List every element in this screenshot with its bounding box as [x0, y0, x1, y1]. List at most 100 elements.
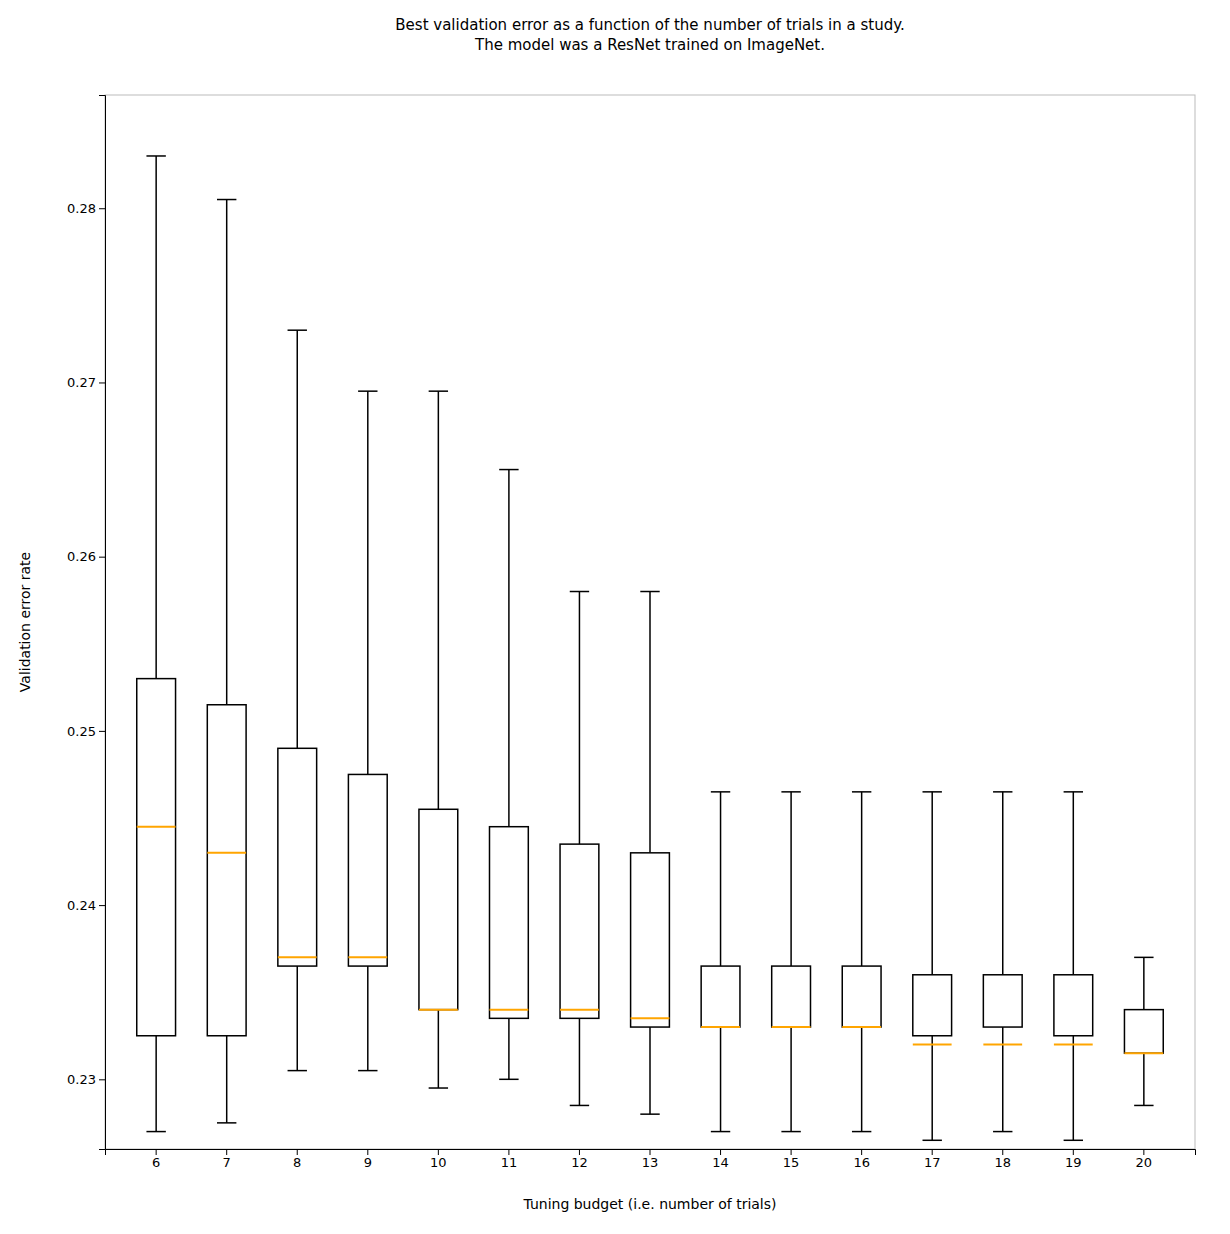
- cap-low: [217, 1122, 236, 1124]
- y-tick-mark: [99, 1079, 105, 1080]
- cap-low: [499, 1079, 518, 1081]
- box: [1054, 975, 1093, 1036]
- x-tick-mark: [226, 1149, 227, 1155]
- cap-low: [923, 1140, 942, 1142]
- chart: 678910111213141516171819200.230.240.250.…: [0, 0, 1230, 1234]
- whisker-low: [367, 966, 369, 1071]
- box: [137, 679, 176, 1036]
- cap-low: [993, 1131, 1012, 1133]
- x-tick-mark: [438, 1149, 439, 1155]
- cap-low: [852, 1131, 871, 1133]
- whisker-high: [649, 592, 651, 853]
- median: [207, 852, 246, 854]
- cap-low: [288, 1070, 307, 1072]
- whisker-low: [296, 966, 298, 1071]
- y-tick: 0.25: [67, 724, 105, 739]
- box: [489, 827, 528, 1019]
- whisker-high: [296, 330, 298, 748]
- box: [983, 975, 1022, 1027]
- x-tick: 8: [293, 1149, 301, 1170]
- box-group: [842, 792, 881, 1132]
- y-axis: 0.230.240.250.260.270.28: [67, 96, 105, 1150]
- cap-low: [640, 1113, 659, 1115]
- cap-low: [781, 1131, 800, 1133]
- x-tick: 13: [642, 1149, 659, 1170]
- x-tick-mark: [861, 1149, 862, 1155]
- box: [913, 975, 952, 1036]
- x-tick-label: 9: [364, 1155, 372, 1170]
- whisker-high: [155, 156, 157, 679]
- cap-high: [429, 390, 448, 392]
- cap-high: [217, 199, 236, 201]
- y-tick-label: 0.23: [67, 1072, 96, 1087]
- box-group: [913, 792, 952, 1140]
- x-tick-label: 11: [501, 1155, 518, 1170]
- cap-high: [288, 329, 307, 331]
- cap-high: [852, 791, 871, 793]
- y-tick-label: 0.24: [67, 898, 96, 913]
- box-group: [772, 792, 811, 1132]
- cap-high: [570, 591, 589, 593]
- x-tick-mark: [367, 1149, 368, 1155]
- x-tick-mark: [650, 1149, 651, 1155]
- y-tick-label: 0.26: [67, 549, 96, 564]
- box-group: [278, 330, 317, 1070]
- y-tick-mark: [99, 557, 105, 558]
- whisker-low: [790, 1027, 792, 1132]
- cap-low: [570, 1105, 589, 1107]
- whisker-high: [579, 592, 581, 845]
- x-tick-mark: [720, 1149, 721, 1155]
- box: [348, 774, 387, 966]
- whisker-high: [367, 391, 369, 774]
- cap-high: [1064, 791, 1083, 793]
- cap-low: [358, 1070, 377, 1072]
- x-tick-mark: [932, 1149, 933, 1155]
- x-tick-label: 17: [924, 1155, 941, 1170]
- cap-low: [146, 1131, 165, 1133]
- whisker-low: [649, 1027, 651, 1114]
- y-tick: 0.26: [67, 549, 105, 564]
- x-tick-mark: [579, 1149, 580, 1155]
- box: [701, 966, 740, 1027]
- box-group: [207, 200, 246, 1123]
- box-group: [631, 592, 670, 1115]
- x-tick-label: 20: [1136, 1155, 1153, 1170]
- x-tick: 10: [430, 1149, 447, 1170]
- box-group: [137, 156, 176, 1132]
- median: [489, 1009, 528, 1011]
- x-axis: 67891011121314151617181920: [106, 1149, 1196, 1170]
- whisker-low: [508, 1018, 510, 1079]
- x-axis-line: [106, 1150, 1196, 1156]
- whisker-high: [1143, 957, 1145, 1009]
- cap-high: [993, 791, 1012, 793]
- median: [419, 1009, 458, 1011]
- whisker-high: [438, 391, 440, 809]
- x-tick-label: 7: [223, 1155, 231, 1170]
- x-tick-mark: [1002, 1149, 1003, 1155]
- cap-low: [1134, 1105, 1153, 1107]
- whisker-low: [931, 1036, 933, 1141]
- x-tick: 7: [223, 1149, 231, 1170]
- title-line: The model was a ResNet trained on ImageN…: [474, 36, 825, 54]
- box-group: [348, 391, 387, 1070]
- y-tick-mark: [99, 382, 105, 383]
- x-tick-mark: [297, 1149, 298, 1155]
- y-tick-label: 0.27: [67, 375, 96, 390]
- median: [701, 1026, 740, 1028]
- whisker-low: [861, 1027, 863, 1132]
- whisker-low: [155, 1036, 157, 1132]
- x-tick: 12: [571, 1149, 588, 1170]
- cap-low: [429, 1087, 448, 1089]
- whisker-high: [931, 792, 933, 975]
- x-tick-mark: [156, 1149, 157, 1155]
- whisker-high: [1073, 792, 1075, 975]
- x-tick: 19: [1065, 1149, 1082, 1170]
- y-tick-mark: [99, 905, 105, 906]
- y-tick-mark: [99, 208, 105, 209]
- median: [278, 956, 317, 958]
- box: [631, 853, 670, 1027]
- box-group: [1124, 957, 1163, 1105]
- x-tick: 17: [924, 1149, 941, 1170]
- whisker-low: [226, 1036, 228, 1123]
- x-tick-mark: [1073, 1149, 1074, 1155]
